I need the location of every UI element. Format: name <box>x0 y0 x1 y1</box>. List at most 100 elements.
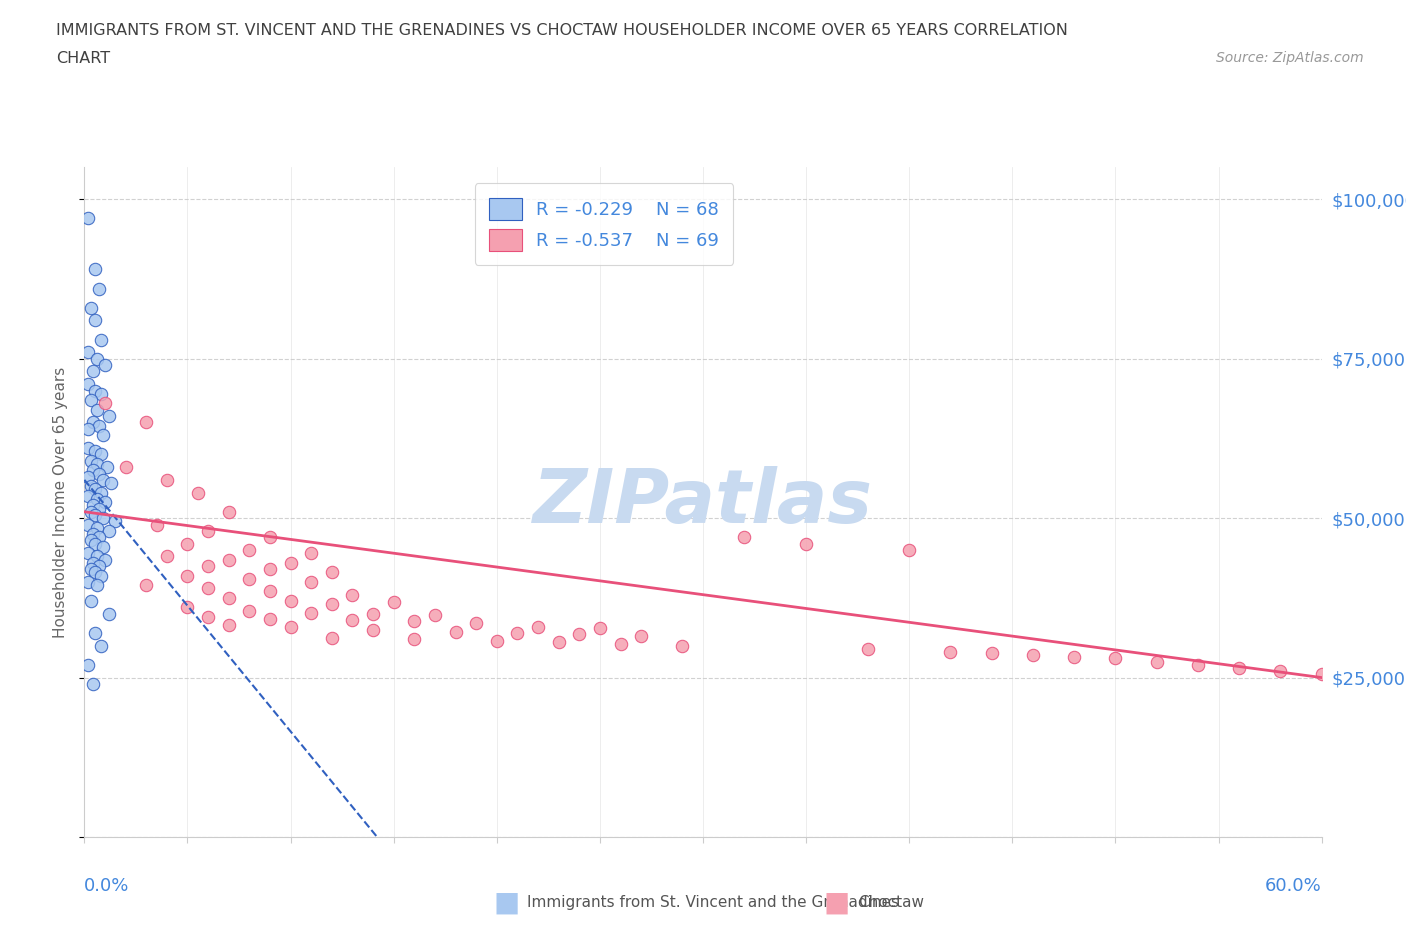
Point <box>77 377 100 392</box>
Point <box>94 552 117 567</box>
Point <box>485 633 508 648</box>
Point <box>465 616 488 631</box>
Point <box>90 332 112 347</box>
Point <box>77 658 100 672</box>
Point <box>1146 654 1168 669</box>
Point <box>238 571 260 586</box>
Point <box>83 313 105 328</box>
Point <box>589 620 612 635</box>
Point <box>77 488 100 503</box>
Legend: R = -0.229    N = 68, R = -0.537    N = 69: R = -0.229 N = 68, R = -0.537 N = 69 <box>475 183 734 265</box>
Point <box>77 470 100 485</box>
Point <box>86 352 108 366</box>
Point <box>82 555 104 570</box>
Point <box>83 482 105 497</box>
Text: ■: ■ <box>824 888 849 916</box>
Text: IMMIGRANTS FROM ST. VINCENT AND THE GRENADINES VS CHOCTAW HOUSEHOLDER INCOME OVE: IMMIGRANTS FROM ST. VINCENT AND THE GREN… <box>56 23 1069 38</box>
Point <box>79 392 101 407</box>
Point <box>197 524 219 538</box>
Text: CHART: CHART <box>56 51 110 66</box>
Point <box>83 626 105 641</box>
Point <box>90 485 112 500</box>
Point <box>176 568 198 583</box>
Point <box>98 408 121 423</box>
Point <box>299 605 322 620</box>
Point <box>82 498 104 512</box>
Text: 0.0%: 0.0% <box>84 877 129 896</box>
Point <box>671 638 693 653</box>
Point <box>176 600 198 615</box>
Point <box>91 511 114 525</box>
Point <box>77 517 100 532</box>
Point <box>444 624 467 639</box>
Point <box>506 626 529 641</box>
Point <box>79 504 101 519</box>
Point <box>238 604 260 618</box>
Point <box>82 676 104 691</box>
Text: ZIPatlas: ZIPatlas <box>533 466 873 538</box>
Point <box>87 530 110 545</box>
Text: Choctaw: Choctaw <box>858 895 924 910</box>
Point <box>280 593 302 608</box>
Point <box>1310 667 1333 682</box>
Point <box>83 537 105 551</box>
Point <box>939 644 962 659</box>
Point <box>321 565 343 579</box>
Point <box>259 562 281 577</box>
Point <box>114 459 136 474</box>
Point <box>404 614 426 629</box>
Point <box>630 629 652 644</box>
Point <box>79 453 101 468</box>
Point <box>156 472 179 487</box>
Point <box>79 562 101 577</box>
Point <box>382 595 405 610</box>
Point <box>568 627 591 642</box>
Y-axis label: Householder Income Over 65 years: Householder Income Over 65 years <box>53 366 69 638</box>
Point <box>547 635 569 650</box>
Point <box>794 537 817 551</box>
Point <box>423 607 446 622</box>
Point <box>404 631 426 646</box>
Text: ■: ■ <box>494 888 519 916</box>
Point <box>79 300 101 315</box>
Point <box>321 631 343 645</box>
Point <box>100 475 122 490</box>
Point <box>898 542 921 557</box>
Point <box>342 613 364 628</box>
Point <box>299 575 322 590</box>
Point <box>90 447 112 462</box>
Point <box>856 642 879 657</box>
Point <box>77 575 100 590</box>
Point <box>83 565 105 579</box>
Point <box>82 364 104 379</box>
Point <box>104 514 127 529</box>
Point <box>197 559 219 574</box>
Point <box>96 459 118 474</box>
Point <box>609 637 631 652</box>
Text: Immigrants from St. Vincent and the Grenadines: Immigrants from St. Vincent and the Gren… <box>527 895 900 910</box>
Point <box>77 441 100 456</box>
Point <box>82 463 104 478</box>
Point <box>1270 664 1292 679</box>
Point <box>280 619 302 634</box>
Point <box>87 281 110 296</box>
Point <box>218 591 240 605</box>
Point <box>86 492 108 507</box>
Point <box>980 646 1002 661</box>
Point <box>197 609 219 624</box>
Point <box>86 520 108 535</box>
Point <box>91 472 114 487</box>
Point <box>135 578 157 592</box>
Point <box>733 530 755 545</box>
Point <box>79 479 101 494</box>
Point <box>90 386 112 401</box>
Point <box>83 262 105 277</box>
Point <box>1104 651 1126 666</box>
Point <box>94 358 117 373</box>
Point <box>218 618 240 632</box>
Point <box>342 587 364 602</box>
Point <box>83 383 105 398</box>
Point <box>98 606 121 621</box>
Point <box>299 546 322 561</box>
Point <box>218 504 240 519</box>
